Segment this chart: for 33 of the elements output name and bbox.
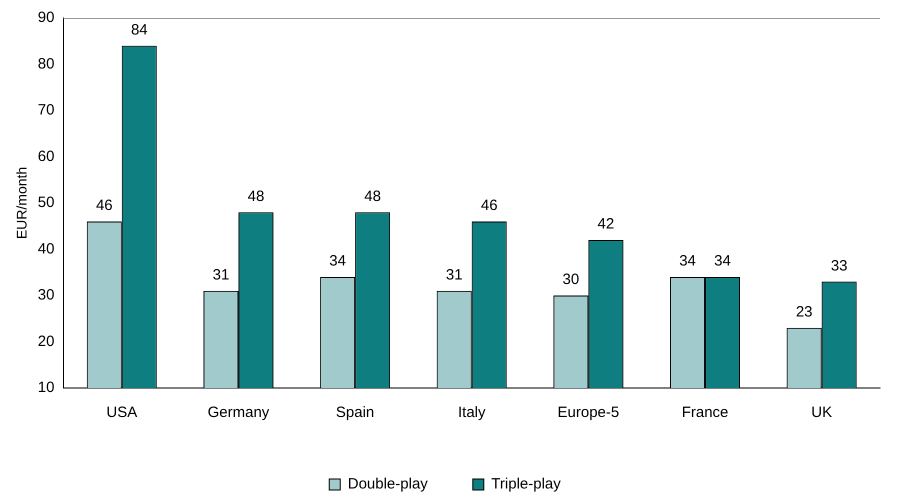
data-label: 31 bbox=[446, 266, 463, 284]
legend-label: Double-play bbox=[348, 476, 428, 493]
data-label: 34 bbox=[714, 252, 731, 270]
x-tick-label: UK bbox=[811, 404, 832, 422]
data-label: 46 bbox=[96, 197, 113, 214]
y-tick-label: 80 bbox=[38, 55, 54, 72]
legend-label: Triple-play bbox=[491, 476, 562, 493]
y-tick-label: 30 bbox=[38, 286, 54, 304]
data-label: 48 bbox=[364, 188, 381, 205]
data-label: 33 bbox=[830, 257, 848, 274]
x-tick-label: USA bbox=[106, 404, 138, 422]
y-tick-label: 50 bbox=[38, 194, 54, 212]
data-label: 46 bbox=[480, 197, 498, 214]
y-tick-label: 10 bbox=[38, 379, 54, 396]
data-label: 30 bbox=[562, 271, 580, 288]
x-tick-label: Germany bbox=[208, 404, 270, 422]
y-tick-label: 40 bbox=[38, 240, 54, 258]
x-tick-label: Italy bbox=[458, 404, 486, 422]
x-tick-label: France bbox=[682, 404, 728, 422]
y-axis-title: EUR/month bbox=[13, 166, 30, 240]
y-tick-label: 20 bbox=[38, 332, 54, 350]
x-tick-label: Spain bbox=[336, 404, 374, 422]
x-tick-label: Europe-5 bbox=[558, 404, 620, 422]
data-label: 31 bbox=[212, 266, 230, 284]
data-label: 23 bbox=[796, 304, 813, 321]
data-label: 48 bbox=[248, 188, 264, 205]
data-label: 42 bbox=[598, 216, 614, 233]
data-label: 34 bbox=[329, 252, 346, 270]
data-label: 34 bbox=[679, 252, 696, 270]
y-tick-label: 70 bbox=[38, 102, 54, 119]
data-label: 84 bbox=[130, 21, 148, 38]
y-tick-label: 60 bbox=[38, 148, 54, 165]
y-tick-label: 90 bbox=[38, 9, 54, 26]
